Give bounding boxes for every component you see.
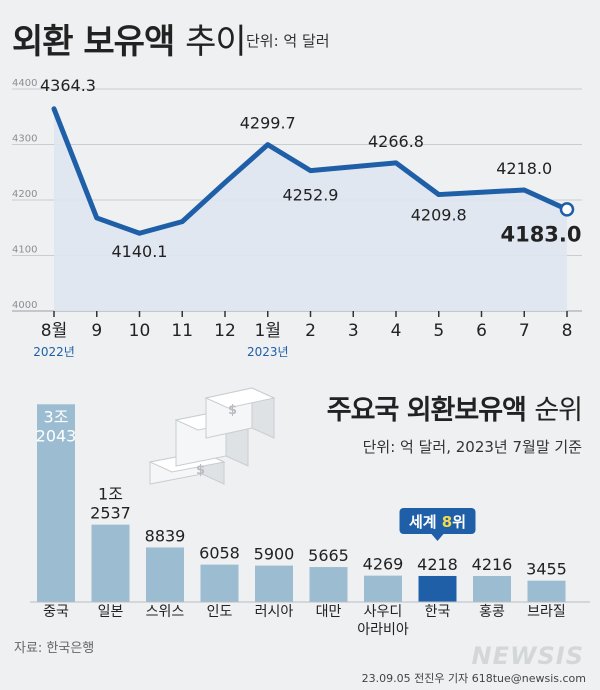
rank-badge-prefix: 세계: [409, 513, 442, 531]
bar-category-label: 사우디: [364, 604, 403, 620]
x-tick-label: 3: [348, 321, 359, 341]
bar-category-label: 중국: [43, 604, 69, 620]
bar-category-label: 스위스: [146, 604, 185, 620]
bar: [309, 567, 348, 602]
y-tick-label: 4100: [12, 245, 37, 256]
data-label: 4364.3: [40, 76, 96, 95]
x-tick-label: 11: [171, 321, 193, 341]
bar-category-label: 러시아: [255, 604, 294, 620]
bar: [473, 575, 511, 602]
x-tick-label: 12: [214, 321, 236, 341]
bar-value-label: 2537: [90, 504, 131, 523]
bar-value-label: 3조: [44, 407, 69, 426]
year-label: 2022년: [33, 345, 75, 359]
bar-chart-subtitle: 단위: 억 달러, 2023년 7월말 기준: [362, 438, 582, 456]
year-label: 2023년: [247, 345, 289, 359]
bar-highlight: [418, 575, 457, 602]
bar-value-label: 5665: [308, 546, 349, 565]
bar-category-label: 한국: [425, 604, 451, 620]
rank-badge: [399, 508, 476, 534]
chart-title: 외환 보유액 추이: [12, 14, 247, 63]
data-label: 4252.9: [283, 186, 339, 205]
data-label-latest: 4183.0: [500, 222, 581, 246]
bar-value-label: 4269: [363, 555, 404, 574]
bar-category-label: 브라질: [527, 604, 566, 620]
y-tick-label: 4400: [12, 78, 37, 89]
rank-badge-number: 8: [442, 513, 452, 531]
data-label: 4140.1: [112, 242, 168, 261]
x-tick-label: 2: [305, 321, 316, 341]
bar-value-label: 3455: [526, 560, 567, 579]
bar-value-label: 8839: [145, 526, 186, 545]
bar-value-label: 6058: [199, 544, 240, 563]
bar: [37, 404, 75, 602]
x-tick-label: 6: [476, 321, 487, 341]
unit-label: 단위: 억 달러: [246, 32, 330, 50]
bar-value-label: 2043: [36, 426, 77, 445]
bar-value-label: 4216: [472, 555, 513, 574]
data-label: 4266.8: [368, 132, 424, 151]
rank-badge-suffix: 위: [452, 513, 466, 531]
bar: [200, 564, 239, 602]
bar: [91, 524, 130, 602]
data-label: 4209.8: [411, 206, 467, 225]
x-tick-label: 1월: [255, 321, 281, 341]
data-label: 4299.7: [240, 114, 296, 133]
newsis-logo: NEWSIS: [471, 642, 584, 670]
title-bold: 외환 보유액: [12, 22, 175, 62]
line-endpoint-marker: [559, 202, 575, 217]
bar: [527, 580, 566, 602]
bar-category-label: 인도: [207, 604, 233, 620]
bar-title-light: 순위: [534, 395, 583, 426]
bar-title-bold: 주요국 외환보유액: [326, 395, 527, 426]
bar-value-label: 4218: [417, 555, 458, 574]
x-tick-label: 9: [91, 321, 102, 341]
x-tick-label: 4: [391, 321, 402, 341]
dollar-icon: $: [196, 463, 205, 478]
x-tick-label: 7: [519, 321, 530, 341]
y-tick-label: 4200: [12, 189, 37, 200]
rank-badge-pointer: [431, 534, 444, 541]
bar-value-label: 5900: [254, 545, 295, 564]
bar-category-label: 대만: [316, 604, 342, 620]
credit-label: 23.09.05 전진우 기자 618tue@newsis.com: [361, 672, 586, 685]
rank-badge-text: 세계 8위: [409, 513, 466, 531]
title-light: 추이: [185, 22, 247, 62]
line-series: [51, 106, 570, 236]
x-tick-label: 8: [562, 321, 573, 341]
bar: [364, 575, 402, 602]
dollar-icon: $: [228, 403, 237, 418]
y-tick-label: 4000: [12, 300, 37, 311]
bar-category-label: 일본: [98, 604, 124, 620]
bar-chart-title: 주요국 외환보유액 순위: [326, 388, 583, 427]
bar-category-label: 아라비아: [357, 622, 409, 638]
bar: [255, 565, 293, 602]
x-tick-label: 8월: [41, 321, 67, 341]
bar-value-label: 1조: [98, 485, 123, 504]
line-area: [54, 108, 567, 311]
source-label: 자료: 한국은행: [14, 641, 95, 656]
y-tick-label: 4300: [12, 134, 37, 145]
data-label: 4218.0: [496, 159, 552, 178]
x-tick-label: 5: [433, 321, 444, 341]
money-stack-high-top: [204, 387, 276, 409]
x-tick-label: 10: [129, 321, 151, 341]
bar: [146, 547, 184, 602]
bar-category-label: 홍콩: [479, 604, 505, 620]
